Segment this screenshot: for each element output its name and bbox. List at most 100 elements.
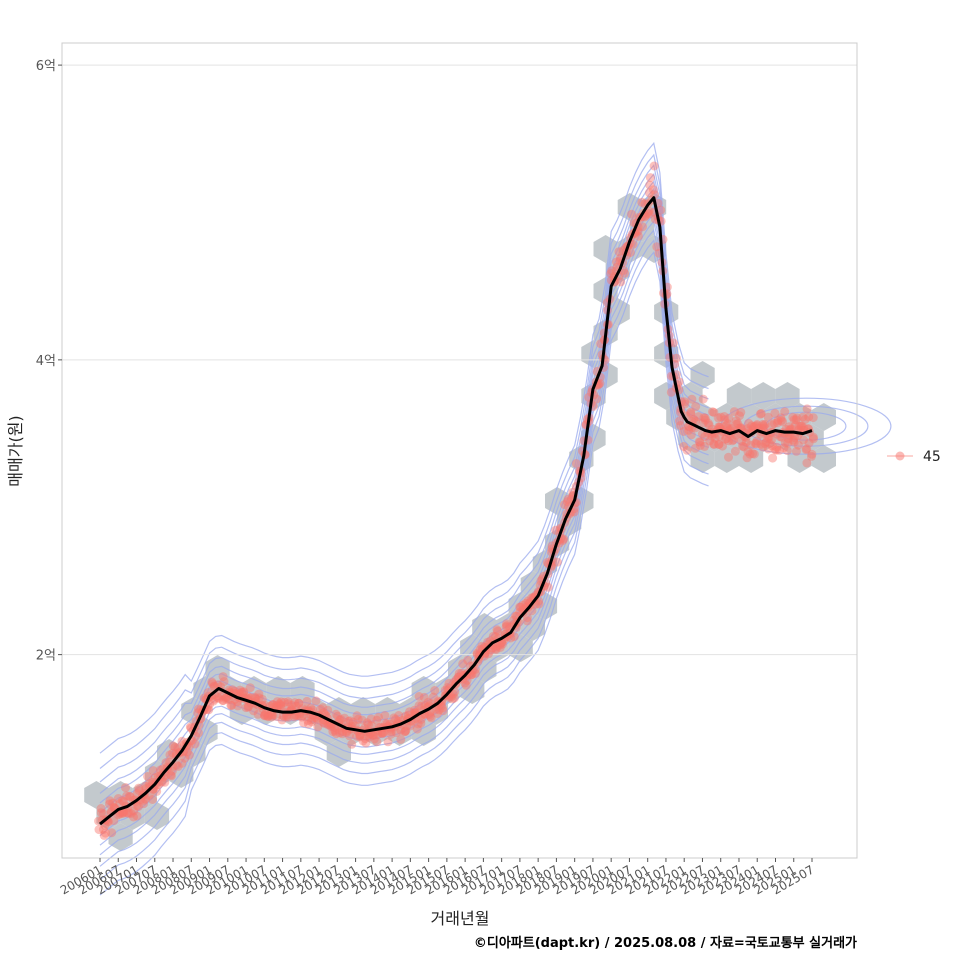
scatter-point	[779, 443, 789, 453]
scatter-point	[463, 655, 473, 665]
scatter-point	[194, 728, 203, 738]
scatter-point	[761, 437, 771, 447]
scatter-point	[172, 760, 182, 770]
scatter-point	[386, 729, 396, 739]
scatter-point	[323, 705, 333, 715]
scatter-point	[338, 727, 347, 737]
scatter-point	[412, 724, 422, 734]
scatter-point	[534, 599, 544, 609]
scatter-point	[782, 446, 792, 456]
scatter-point	[165, 750, 175, 760]
scatter-point	[806, 451, 816, 461]
hexbin-cell	[423, 697, 448, 725]
scatter-point	[99, 809, 109, 819]
scatter-point	[344, 731, 354, 741]
scatter-point	[483, 649, 493, 659]
scatter-point	[391, 714, 401, 724]
scatter-point	[788, 412, 798, 422]
scatter-point	[238, 688, 248, 697]
scatter-point	[228, 685, 238, 695]
scatter-point	[283, 699, 293, 709]
scatter-point	[703, 418, 713, 428]
scatter-point	[306, 715, 316, 725]
scatter-point	[379, 728, 389, 737]
scatter-point	[695, 437, 705, 447]
scatter-point	[488, 631, 498, 641]
scatter-point	[607, 266, 617, 276]
scatter-point	[283, 697, 293, 707]
scatter-point	[738, 441, 748, 451]
scatter-point	[218, 672, 228, 682]
scatter-point	[721, 421, 731, 431]
scatter-point	[552, 557, 562, 567]
scatter-point	[684, 425, 694, 435]
density-contour	[99, 212, 709, 846]
density-contour	[765, 411, 847, 441]
scatter-point	[627, 209, 637, 219]
scatter-point	[347, 739, 357, 749]
scatter-point	[709, 439, 719, 449]
scatter-point	[638, 222, 647, 232]
scatter-point	[690, 443, 700, 453]
scatter-point	[362, 718, 372, 728]
scatter-point	[680, 399, 690, 409]
scatter-point	[326, 722, 336, 731]
scatter-point	[650, 190, 660, 200]
scatter-point	[756, 408, 766, 418]
scatter-point	[287, 700, 297, 710]
scatter-point	[506, 633, 516, 643]
hexbin-cell	[799, 424, 824, 452]
scatter-point	[426, 713, 436, 723]
scatter-point	[166, 770, 176, 780]
scatter-point	[423, 697, 433, 707]
scatter-point	[294, 698, 304, 708]
scatter-point	[166, 771, 176, 781]
hexbin-cell	[399, 697, 424, 725]
scatter-point	[752, 421, 762, 431]
scatter-point	[364, 720, 373, 729]
scatter-point	[797, 421, 807, 431]
scatter-point	[809, 434, 818, 444]
scatter-point	[698, 418, 708, 428]
scatter-point	[132, 789, 142, 799]
scatter-point	[373, 730, 383, 739]
density-contour	[99, 153, 709, 769]
scatter-point	[559, 534, 569, 544]
scatter-point	[410, 705, 419, 715]
scatter-point	[522, 616, 532, 626]
scatter-point	[209, 694, 219, 704]
scatter-point	[381, 719, 390, 729]
scatter-point	[241, 703, 251, 713]
scatter-point	[129, 812, 138, 822]
scatter-point	[648, 185, 658, 195]
scatter-point	[694, 412, 703, 422]
scatter-point	[492, 625, 502, 635]
scatter-point	[335, 728, 345, 738]
scatter-point	[777, 432, 787, 442]
scatter-point	[313, 722, 323, 732]
scatter-point	[724, 413, 734, 423]
scatter-point	[798, 412, 808, 422]
scatter-point	[330, 725, 340, 735]
scatter-point	[417, 701, 427, 711]
scatter-point	[751, 439, 761, 449]
scatter-point	[123, 808, 132, 818]
scatter-point	[471, 668, 480, 678]
scatter-point	[339, 713, 349, 723]
scatter-point	[645, 173, 655, 183]
scatter-point	[784, 422, 794, 432]
scatter-point	[438, 706, 448, 716]
scatter-point	[107, 828, 117, 838]
scatter-point	[501, 622, 511, 632]
scatter-point	[736, 407, 746, 417]
scatter-point	[729, 435, 739, 445]
scatter-point	[239, 687, 249, 697]
scatter-point	[747, 421, 757, 431]
scatter-point	[434, 705, 444, 715]
scatter-point	[168, 741, 178, 751]
scatter-point	[447, 694, 457, 704]
scatter-point	[462, 675, 472, 685]
panel-border	[61, 42, 858, 859]
scatter-point	[715, 422, 725, 432]
scatter-point	[495, 640, 505, 650]
